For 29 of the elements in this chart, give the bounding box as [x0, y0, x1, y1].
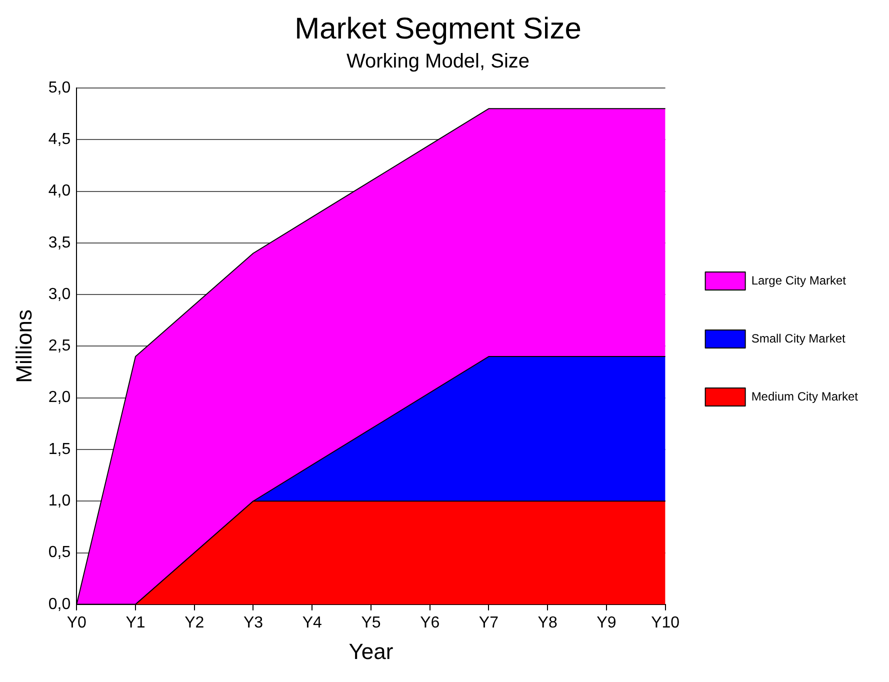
legend-label: Large City Market [751, 273, 847, 288]
y-tick-label: 4,0 [48, 182, 71, 200]
y-tick-label: 0,0 [48, 596, 71, 613]
x-tick-label: Y5 [361, 614, 381, 632]
y-tick-label: 2,0 [48, 389, 71, 406]
x-tick-label: Y0 [66, 614, 87, 632]
y-tick-label: 2,5 [48, 338, 71, 355]
legend-label: Medium City Market [751, 389, 859, 404]
y-tick-label: 5,0 [48, 79, 71, 96]
x-axis-title: Year [348, 638, 394, 664]
chart-subtitle: Working Model, Size [346, 50, 530, 73]
chart-title: Market Segment Size [294, 12, 582, 46]
x-tick-label: Y7 [478, 614, 499, 632]
x-tick-label: Y10 [651, 614, 680, 632]
y-tick-label: 4,5 [48, 131, 71, 148]
y-tick-label: 1,5 [48, 440, 71, 458]
x-tick-label: Y6 [420, 614, 440, 632]
x-tick-label: Y8 [538, 614, 558, 632]
y-tick-label: 1,0 [48, 492, 71, 510]
y-tick-label: 0,5 [48, 544, 71, 562]
x-tick-label: Y4 [302, 614, 322, 632]
x-tick-label: Y2 [184, 614, 204, 632]
legend-label: Small City Market [751, 331, 846, 346]
y-axis-title: Millions [11, 310, 36, 383]
x-tick-label: Y1 [126, 614, 146, 632]
y-tick-label: 3,5 [48, 234, 71, 252]
x-tick-label: Y3 [243, 614, 264, 632]
x-tick-label: Y9 [596, 614, 616, 632]
y-tick-label: 3,0 [48, 286, 71, 303]
